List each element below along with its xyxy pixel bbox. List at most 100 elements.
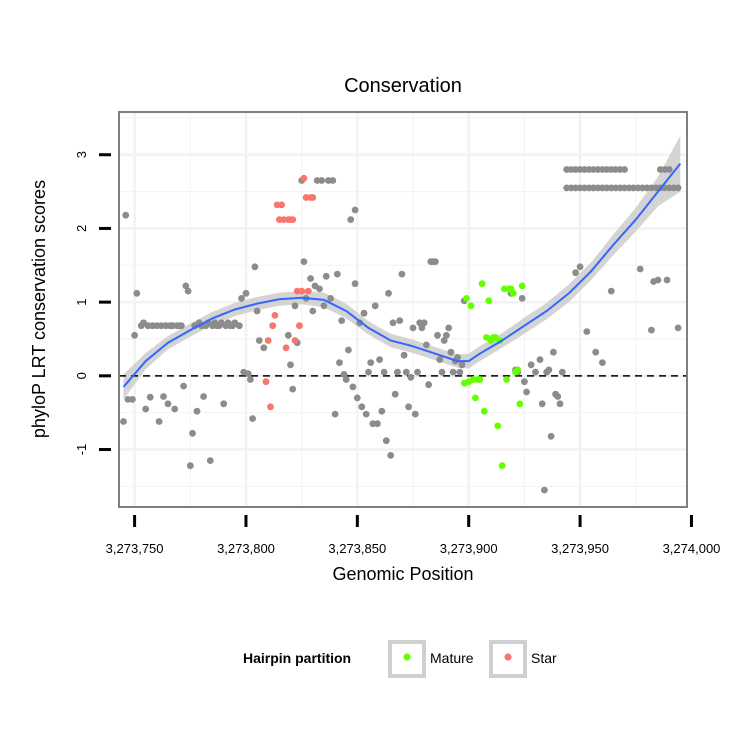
point-other [391, 390, 399, 398]
legend-key-mature [388, 640, 426, 678]
point-other [300, 258, 308, 265]
point-other [378, 407, 386, 415]
series-star [262, 174, 317, 411]
point-other [322, 272, 330, 280]
series-mature [460, 280, 526, 470]
point-other [456, 368, 464, 376]
point-other [380, 368, 388, 376]
point-other [550, 348, 557, 356]
point-mature [498, 462, 506, 470]
y-tick-label: -1 [74, 444, 89, 456]
point-other [425, 381, 432, 389]
point-other [409, 324, 417, 332]
point-other [351, 206, 359, 214]
point-other [556, 400, 564, 408]
point-other [371, 302, 379, 310]
point-other [307, 275, 314, 282]
point-mature [509, 289, 517, 297]
point-other [389, 319, 397, 327]
point-other [347, 216, 355, 224]
point-other [155, 418, 163, 425]
point-other [251, 263, 259, 271]
point-other [583, 328, 591, 335]
chart-title: Conservation [344, 75, 462, 97]
point-other [405, 403, 412, 411]
point-other [545, 366, 553, 374]
point-mature [463, 295, 470, 302]
point-other [663, 276, 671, 284]
point-other [200, 393, 208, 400]
point-mature [467, 302, 475, 310]
point-other [327, 295, 334, 302]
point-other [340, 371, 348, 378]
point-star [309, 194, 317, 201]
point-other [365, 368, 372, 376]
point-other [400, 351, 408, 359]
point-other [238, 295, 245, 302]
point-other [353, 394, 361, 402]
x-tick-label: 3,273,900 [440, 541, 498, 556]
legend-item-star: Star [489, 640, 557, 678]
y-axis: -1 0 1 2 3 [74, 151, 111, 455]
point-other [523, 388, 530, 396]
point-other [547, 432, 555, 440]
point-other [394, 368, 401, 376]
point-other [648, 326, 655, 334]
point-other [396, 317, 404, 324]
point-other [418, 324, 426, 332]
point-other [454, 354, 461, 361]
point-other [331, 410, 339, 418]
point-other [576, 263, 584, 271]
point-other [674, 184, 682, 192]
point-other [260, 344, 268, 352]
point-other [244, 370, 252, 377]
point-other [449, 368, 457, 376]
point-other [438, 368, 446, 376]
point-star [282, 344, 290, 352]
point-star [269, 322, 277, 330]
point-other [336, 359, 343, 366]
y-axis-label: phyloP LRT conservation scores [29, 180, 49, 438]
legend: Hairpin partition Mature Star [243, 640, 557, 678]
point-other [255, 337, 263, 344]
point-other [532, 368, 539, 376]
point-other [164, 400, 172, 408]
point-star [291, 337, 299, 344]
point-other [572, 269, 579, 277]
point-other [654, 276, 662, 284]
point-other [180, 382, 188, 390]
point-other [309, 307, 317, 315]
point-other [284, 331, 292, 339]
point-other [674, 324, 682, 332]
point-other [338, 317, 346, 324]
point-other [342, 376, 350, 383]
point-other [607, 287, 615, 295]
point-mature [518, 282, 526, 290]
point-other [374, 420, 381, 428]
point-other [407, 373, 415, 381]
point-other [253, 307, 261, 315]
x-tick-label: 3,273,850 [328, 541, 386, 556]
point-other [329, 177, 337, 184]
point-star [264, 337, 272, 344]
point-other [445, 324, 453, 332]
point-other [349, 383, 357, 391]
point-other [131, 331, 139, 339]
x-tick-label: 3,273,750 [106, 541, 164, 556]
point-other [398, 270, 406, 278]
point-other [129, 396, 136, 403]
point-other [289, 385, 297, 393]
point-other [320, 302, 328, 310]
y-tick-label: 0 [74, 372, 89, 379]
point-other [387, 452, 395, 459]
legend-item-mature: Mature [388, 640, 474, 678]
smooth-trend-line [122, 162, 682, 388]
point-other [186, 462, 194, 470]
point-star [298, 287, 306, 295]
legend-label-mature: Mature [430, 650, 474, 666]
point-other [414, 368, 421, 376]
y-tick-label: 3 [74, 151, 89, 158]
point-other [333, 270, 341, 278]
point-other [436, 356, 444, 363]
